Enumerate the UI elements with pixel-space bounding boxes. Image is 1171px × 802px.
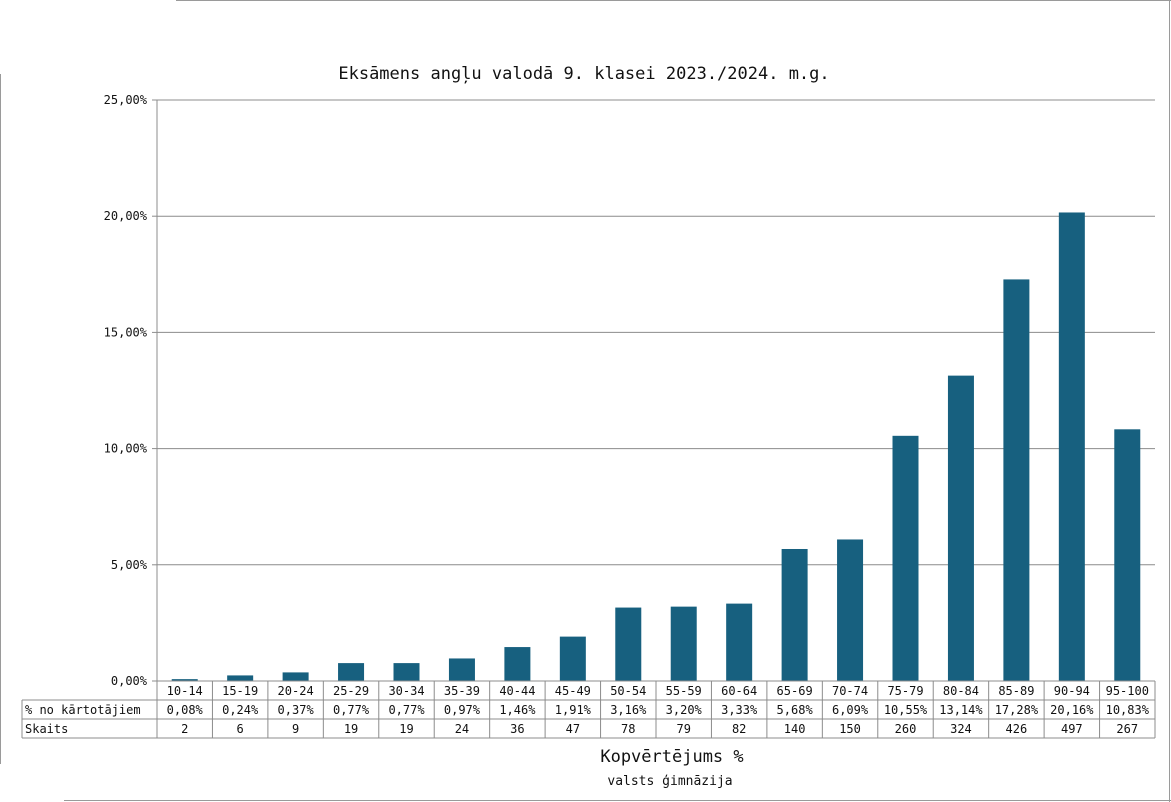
x-tick-label: 75-79: [887, 684, 923, 698]
table-cell: 19: [344, 722, 358, 736]
y-tick-label: 20,00%: [104, 209, 148, 223]
table-cell: 36: [510, 722, 524, 736]
table-cell: 0,77%: [333, 703, 370, 717]
table-cell: 47: [566, 722, 580, 736]
bar: [781, 548, 808, 681]
table-cell: 3,20%: [666, 703, 703, 717]
table-cell: 17,28%: [995, 703, 1039, 717]
table-cell: 2: [181, 722, 188, 736]
y-tick-label: 15,00%: [104, 325, 148, 339]
table-cell: 10,55%: [884, 703, 928, 717]
x-tick-label: 30-34: [388, 684, 424, 698]
x-tick-label: 25-29: [333, 684, 369, 698]
x-axis-title: Kopvērtējums %: [600, 747, 743, 767]
chart-title: Eksāmens angļu valodā 9. klasei 2023./20…: [338, 64, 829, 84]
table-cell: 426: [1006, 722, 1028, 736]
bar: [282, 672, 309, 681]
x-tick-label: 20-24: [278, 684, 314, 698]
bar: [393, 663, 420, 681]
bar: [892, 435, 919, 681]
y-tick-label: 10,00%: [104, 442, 148, 456]
table-cell: 9: [292, 722, 299, 736]
x-tick-label: 95-100: [1106, 684, 1149, 698]
table-cell: 6: [237, 722, 244, 736]
data-table: 10-14 15-19 20-24 25-29 30-34 35-39 40-44 45-49…: [21, 680, 1156, 739]
bar: [837, 539, 864, 681]
table-cell: 19: [399, 722, 413, 736]
y-tick-label: 5,00%: [111, 558, 148, 572]
x-tick-label: 65-69: [777, 684, 813, 698]
table-row-label: Skaits: [25, 722, 68, 736]
frame-bottom-line: [64, 800, 1171, 801]
bar: [1058, 212, 1085, 681]
bar: [338, 663, 365, 681]
table-cell: 10,83%: [1106, 703, 1150, 717]
table-cell: 24: [455, 722, 469, 736]
table-cell: 1,46%: [499, 703, 536, 717]
x-tick-label: 70-74: [832, 684, 868, 698]
table-cell: 3,16%: [610, 703, 647, 717]
table-cell: 0,08%: [167, 703, 204, 717]
frame-right-line: [1169, 0, 1170, 802]
table-cell: 13,14%: [939, 703, 983, 717]
x-tick-label: 40-44: [499, 684, 535, 698]
bar: [1003, 279, 1030, 681]
bar: [1114, 429, 1141, 681]
table-cell: 140: [784, 722, 806, 736]
table-cell: 78: [621, 722, 635, 736]
x-tick-label: 85-89: [998, 684, 1034, 698]
bar: [227, 675, 254, 681]
bar: [448, 658, 475, 681]
y-axis-tick-labels: 0,00% 5,00% 10,00% 15,00% 20,00% 25,00%: [104, 93, 148, 688]
table-cell: 150: [839, 722, 861, 736]
bar: [947, 375, 974, 681]
x-tick-label: 80-84: [943, 684, 979, 698]
table-cell: 324: [950, 722, 972, 736]
bar: [171, 679, 198, 681]
table-cell: 6,09%: [832, 703, 869, 717]
x-tick-label: 10-14: [167, 684, 203, 698]
x-tick-label: 45-49: [555, 684, 591, 698]
table-cell: 20,16%: [1050, 703, 1094, 717]
x-tick-label: 60-64: [721, 684, 757, 698]
bar: [504, 647, 531, 681]
table-row-label: % no kārtotājiem: [25, 703, 141, 717]
table-cell: 79: [676, 722, 690, 736]
table-cell: 0,24%: [222, 703, 259, 717]
y-tick-label: 0,00%: [111, 674, 148, 688]
table-cell: 0,97%: [444, 703, 481, 717]
x-tick-label: 35-39: [444, 684, 480, 698]
bar: [559, 636, 586, 681]
x-tick-label: 50-54: [610, 684, 646, 698]
table-cell: 82: [732, 722, 746, 736]
table-cell: 0,77%: [388, 703, 425, 717]
table-cell: 267: [1116, 722, 1138, 736]
bars: [171, 212, 1141, 681]
table-cell: 260: [895, 722, 917, 736]
x-tick-label: 90-94: [1054, 684, 1090, 698]
chart-subtitle: valsts ģimnāzija: [607, 774, 732, 789]
bar: [670, 606, 697, 681]
bar: [615, 607, 642, 681]
table-cell: 0,37%: [278, 703, 315, 717]
y-tick-label: 25,00%: [104, 93, 148, 107]
table-cell: 5,68%: [777, 703, 814, 717]
table-cell: 497: [1061, 722, 1083, 736]
frame-top-line: [176, 0, 1171, 1]
x-tick-label: 15-19: [222, 684, 258, 698]
x-tick-label: 55-59: [666, 684, 702, 698]
frame-left-line: [0, 74, 1, 764]
table-cell: 1,91%: [555, 703, 592, 717]
table-cell: 3,33%: [721, 703, 758, 717]
bar: [726, 603, 753, 681]
